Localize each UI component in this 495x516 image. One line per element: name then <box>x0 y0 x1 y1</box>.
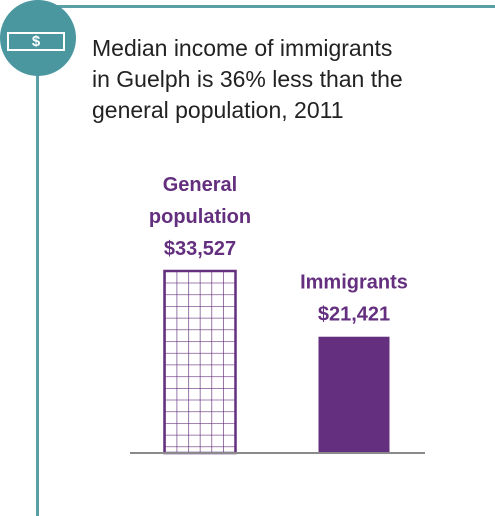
bar-immigrants <box>318 336 390 453</box>
side-rule <box>36 5 39 516</box>
category-label-0-line-1: population <box>149 206 251 228</box>
bar-general-population <box>163 269 237 455</box>
category-label-1-line-0: Immigrants <box>300 272 408 294</box>
data-label-1: $21,421 <box>318 304 390 326</box>
dollar-symbol: $ <box>31 33 41 50</box>
dollar-badge: $ <box>0 0 76 76</box>
data-label-0: $33,527 <box>164 238 236 260</box>
headline-line-3: general population, 2011 <box>92 97 344 123</box>
headline-line-2: in Guelph is 36% less than the <box>92 66 403 92</box>
chart-headline: Median income of immigrants in Guelph is… <box>92 33 492 126</box>
dollar-icon: $ <box>7 32 65 51</box>
headline-line-1: Median income of immigrants <box>92 35 393 61</box>
top-rule <box>36 5 495 8</box>
category-label-0-line-0: General <box>163 174 237 196</box>
